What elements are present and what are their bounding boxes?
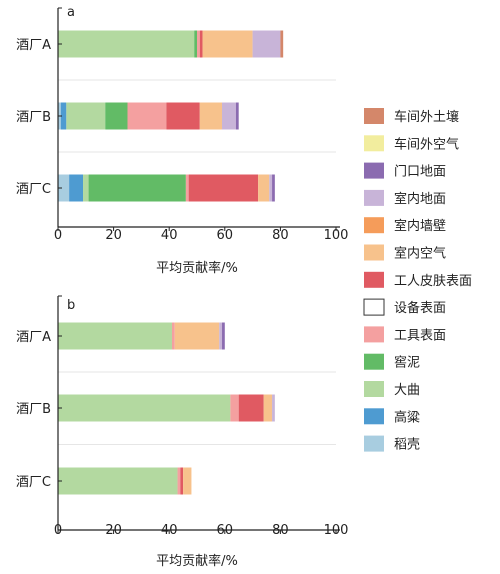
x-tick-label: 20 [105,523,122,538]
bar-segment [180,467,184,495]
x-tick-label: 0 [54,523,62,538]
legend-swatch [364,435,384,452]
category-label: 酒厂A [16,38,51,53]
bar-segment [272,394,275,422]
legend-swatch [364,326,384,343]
legend-swatch [364,271,384,288]
legend-label: 车间外土壤 [394,109,459,125]
bar-segment [197,30,200,58]
bar-segment [222,102,236,130]
bar-segment [58,394,231,422]
bar-segment [185,174,189,202]
bar-segment [199,30,203,58]
legend-swatch [363,298,385,316]
bar-segment [58,467,178,495]
bar-segment [83,174,89,202]
x-tick-label: 60 [217,228,234,243]
legend-swatch [364,217,384,234]
bar-segment [263,394,273,422]
legend-label: 室内空气 [394,246,446,262]
bar-segment [127,102,167,130]
bar-segment [280,30,284,58]
legend-label: 稻壳 [394,438,420,453]
legend-swatch [364,135,384,152]
x-tick-label: 80 [272,228,289,243]
bar-segment [252,30,281,58]
legend-label: 车间外空气 [394,136,459,152]
bar-segment [219,322,223,350]
x-tick-label: 20 [105,228,122,243]
x-tick-label: 100 [324,523,349,538]
bar-segment [58,30,195,58]
legend-swatch [364,108,384,124]
legend-swatch [364,353,384,370]
bar-segment [222,322,225,350]
x-tick-label: 100 [324,228,349,243]
bar-segment [166,102,200,130]
bar-segment [230,394,239,422]
category-label: 酒厂A [16,330,51,345]
bar-segment [183,467,192,495]
x-tick-label: 40 [161,523,178,538]
x-axis-title: 平均贡献率/% [156,260,238,276]
bar-segment [60,102,67,130]
panel-label: a [67,5,75,20]
bar-segment [258,174,270,202]
bar-segment [202,30,253,58]
bar-segment [171,322,175,350]
panel-label: b [67,298,75,313]
category-label: 酒厂B [16,110,51,125]
bar-segment [105,102,128,130]
bar-segment [235,102,239,130]
panel-b: 酒厂A 酒厂B 酒厂C 0 20 40 60 80 100 平均贡献率/% b [16,295,349,569]
legend-label: 室内墙壁 [394,218,446,234]
bar-segment [238,394,264,422]
legend-label: 大曲 [394,383,420,398]
x-axis-title: 平均贡献率/% [156,553,238,569]
bar-segment [69,174,84,202]
bar-segment [269,174,273,202]
legend-label: 设备表面 [394,300,446,316]
bar-segment [66,102,106,130]
legend-label: 室内地面 [394,191,446,207]
legend-swatch [364,381,384,397]
legend-swatch [364,189,384,206]
bar-segment [174,322,220,350]
legend-swatch [364,244,384,261]
bar-segment [194,30,197,58]
bar-segment [58,322,172,350]
category-label: 酒厂B [16,402,51,417]
legend-swatch [364,162,384,179]
bar-segment [177,467,181,495]
x-tick-label: 60 [217,523,234,538]
bar-segment [58,174,70,202]
legend-label: 窖泥 [394,355,420,371]
bar-segment [88,174,186,202]
legend-label: 工人皮肤表面 [394,274,472,289]
x-tick-label: 80 [272,523,289,538]
bar-segment [272,174,275,202]
panel-a: 酒厂A 酒厂B 酒厂C 0 20 40 60 80 100 平均贡献率/% a [16,5,348,276]
legend-label: 工具表面 [394,328,446,343]
legend-label: 门口地面 [394,165,446,180]
bar-segment [199,102,223,130]
bar-segment [188,174,259,202]
legend: 车间外土壤车间外空气门口地面室内地面室内墙壁室内空气工人皮肤表面设备表面工具表面… [363,108,472,453]
legend-swatch [364,408,384,425]
category-label: 酒厂C [16,182,51,197]
category-label: 酒厂C [16,475,51,490]
x-tick-label: 0 [54,228,62,243]
x-tick-label: 40 [161,228,178,243]
legend-label: 高粱 [394,409,420,425]
